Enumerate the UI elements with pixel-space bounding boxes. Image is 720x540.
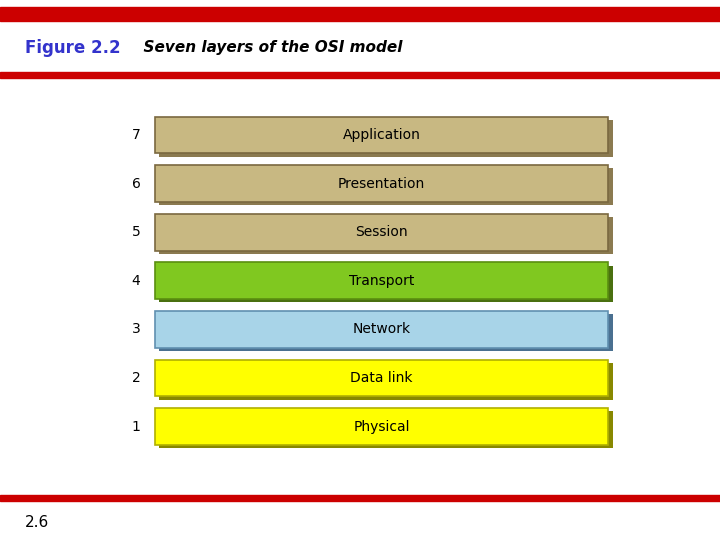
Text: Data link: Data link [351,371,413,385]
Bar [159,266,613,302]
Text: Transport: Transport [349,274,414,288]
Bar [155,360,608,396]
Text: 2: 2 [132,371,140,385]
Text: 5: 5 [132,225,140,239]
Text: 6: 6 [132,177,140,191]
Text: Figure 2.2: Figure 2.2 [25,38,121,57]
Bar [155,262,608,299]
Text: 7: 7 [132,128,140,142]
Text: Physical: Physical [354,420,410,434]
Bar [155,117,608,153]
Text: Seven layers of the OSI model: Seven layers of the OSI model [133,40,402,55]
Bar [159,314,613,351]
Text: Application: Application [343,128,420,142]
Text: Network: Network [353,322,410,336]
Bar [155,311,608,348]
Bar [0,7,720,21]
Bar [0,72,720,78]
Text: Presentation: Presentation [338,177,426,191]
Text: 1: 1 [132,420,140,434]
Bar [155,408,608,445]
Bar [155,214,608,251]
Bar [159,363,613,400]
Bar [0,495,720,501]
Bar [159,120,613,157]
Bar [159,217,613,254]
Bar [159,411,613,448]
Text: 3: 3 [132,322,140,336]
Text: 2.6: 2.6 [25,515,50,530]
Bar [159,168,613,205]
Text: Session: Session [355,225,408,239]
Text: 4: 4 [132,274,140,288]
Bar [155,165,608,202]
